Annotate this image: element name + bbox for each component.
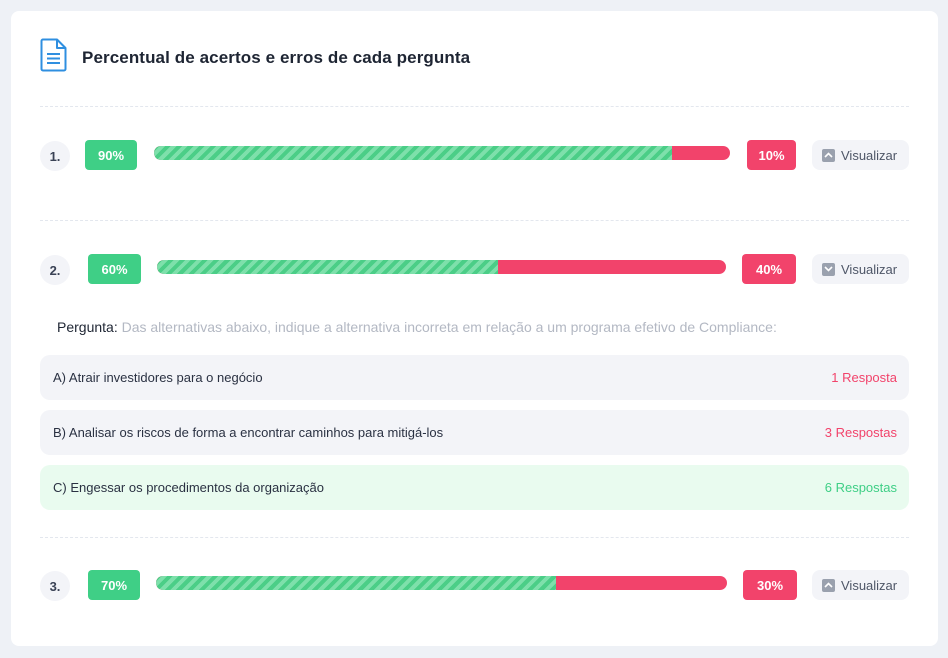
result-progress-bar	[154, 146, 730, 160]
answer-option-c-correct: C) Engessar os procedimentos da organiza…	[40, 465, 909, 510]
view-button[interactable]: Visualizar	[812, 254, 909, 284]
answer-text: C) Engessar os procedimentos da organiza…	[53, 480, 324, 495]
chevron-up-icon	[822, 578, 835, 592]
correct-fill	[157, 260, 499, 274]
result-progress-bar	[157, 260, 726, 274]
result-progress-bar	[156, 576, 727, 590]
answer-count: 3 Respostas	[824, 425, 897, 440]
answer-option-b: B) Analisar os riscos de forma a encontr…	[40, 410, 909, 455]
answer-text: A) Atrair investidores para o negócio	[53, 370, 263, 385]
correct-percent-badge: 90%	[85, 140, 137, 170]
question-row-2: 2. 60% 40% Visualizar	[40, 254, 909, 288]
correct-fill	[156, 576, 556, 590]
divider	[40, 537, 909, 538]
chevron-up-icon	[822, 148, 835, 162]
question-row-3: 3. 70% 30% Visualizar	[40, 570, 909, 604]
chevron-down-icon	[822, 262, 835, 276]
question-number: 2.	[40, 255, 70, 285]
view-button-label: Visualizar	[841, 577, 898, 593]
correct-fill	[154, 146, 673, 160]
correct-percent-badge: 70%	[88, 570, 140, 600]
divider	[40, 106, 909, 107]
view-button[interactable]: Visualizar	[812, 570, 909, 600]
question-number: 1.	[40, 141, 70, 171]
divider	[40, 220, 909, 221]
page-title: Percentual de acertos e erros de cada pe…	[82, 47, 471, 67]
view-button[interactable]: Visualizar	[812, 140, 909, 170]
wrong-percent-badge: 10%	[747, 140, 796, 170]
answer-count: 6 Respostas	[824, 480, 897, 495]
correct-percent-badge: 60%	[88, 254, 141, 284]
view-button-label: Visualizar	[841, 147, 898, 163]
question-body: Das alternativas abaixo, indique a alter…	[117, 319, 777, 335]
answer-option-a: A) Atrair investidores para o negócio 1 …	[40, 355, 909, 400]
card-header: Percentual de acertos e erros de cada pe…	[40, 38, 470, 77]
answer-text: B) Analisar os riscos de forma a encontr…	[53, 425, 444, 440]
question-row-1: 1. 90% 10% Visualizar	[40, 140, 909, 174]
view-button-label: Visualizar	[841, 261, 898, 277]
question-number: 3.	[40, 571, 70, 601]
wrong-percent-badge: 30%	[743, 570, 797, 600]
question-text: Pergunta: Das alternativas abaixo, indiq…	[57, 319, 777, 335]
document-icon	[40, 38, 67, 77]
answer-count: 1 Resposta	[831, 370, 897, 385]
question-label: Pergunta:	[57, 319, 118, 335]
results-card: Percentual de acertos e erros de cada pe…	[11, 11, 938, 646]
wrong-percent-badge: 40%	[742, 254, 796, 284]
